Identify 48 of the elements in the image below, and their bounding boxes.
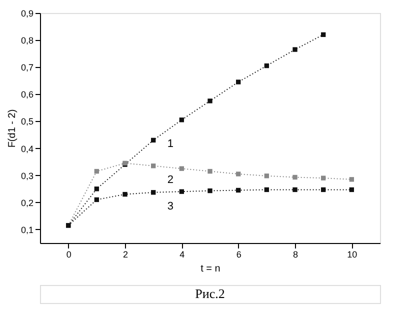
point <box>320 32 326 37</box>
text: Рис.2 <box>195 286 225 301</box>
point <box>94 186 100 192</box>
point <box>150 164 156 168</box>
point <box>122 192 128 197</box>
x-tick-label: 6 <box>236 250 242 260</box>
y-tick-label: 0,2 <box>20 198 34 208</box>
y-tick-label: 0,9 <box>20 8 34 18</box>
point <box>292 174 298 180</box>
point <box>264 187 270 192</box>
point <box>208 168 212 174</box>
x-axis-title: t = n <box>200 264 220 274</box>
y-tick-label: 0,8 <box>20 36 34 46</box>
x-tick-label: 8 <box>292 250 298 260</box>
y-tick-label: 0,4 <box>20 144 34 154</box>
point <box>236 172 241 176</box>
point <box>94 197 100 202</box>
point <box>264 174 270 178</box>
point <box>349 187 354 192</box>
point <box>150 190 156 195</box>
x-tick-label: 0 <box>66 250 72 260</box>
point <box>292 187 298 192</box>
point <box>320 176 326 180</box>
point <box>208 188 212 194</box>
point <box>236 188 241 193</box>
point <box>150 138 156 143</box>
y-axis-title: F(d1 - 2) <box>6 109 18 148</box>
point <box>179 118 184 122</box>
point <box>236 80 241 84</box>
series-label: 2 <box>167 174 174 186</box>
point <box>292 47 298 52</box>
point <box>179 166 184 171</box>
x-tick-label: 10 <box>347 250 358 260</box>
point <box>94 168 100 174</box>
series-label: 3 <box>167 200 174 212</box>
y-tick-label: 0,1 <box>20 224 34 235</box>
x-tick-label: 4 <box>180 250 185 260</box>
y-tick-label: 0,3 <box>20 170 34 181</box>
point <box>179 189 184 194</box>
point <box>320 187 326 192</box>
point <box>208 98 212 104</box>
point <box>349 177 354 182</box>
point <box>264 63 270 68</box>
y-tick-label: 0,6 <box>20 90 34 100</box>
y-tick-label: 0,5 <box>20 116 34 127</box>
x-tick-label: 2 <box>122 250 128 260</box>
series-label: 1 <box>167 138 174 150</box>
y-tick-label: 0,7 <box>20 62 34 73</box>
